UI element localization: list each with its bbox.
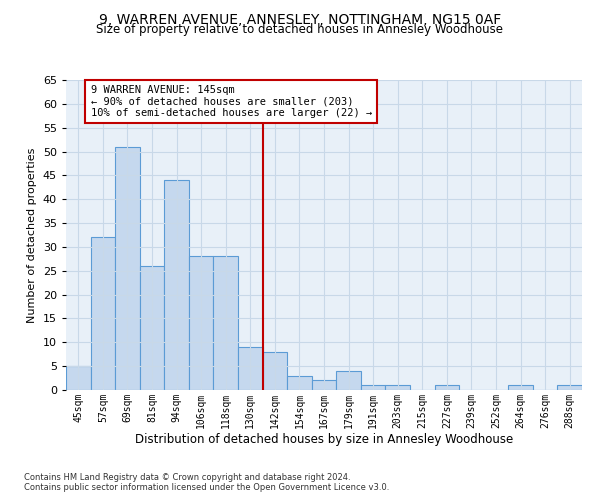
Bar [336,371,361,390]
Text: Distribution of detached houses by size in Annesley Woodhouse: Distribution of detached houses by size … [135,432,513,446]
Bar [140,266,164,390]
Bar [434,385,459,390]
Bar [557,385,582,390]
Text: 9 WARREN AVENUE: 145sqm
← 90% of detached houses are smaller (203)
10% of semi-d: 9 WARREN AVENUE: 145sqm ← 90% of detache… [91,85,372,118]
Text: Contains HM Land Registry data © Crown copyright and database right 2024.: Contains HM Land Registry data © Crown c… [24,472,350,482]
Text: Contains public sector information licensed under the Open Government Licence v3: Contains public sector information licen… [24,482,389,492]
Bar [312,380,336,390]
Bar [164,180,189,390]
Bar [385,385,410,390]
Bar [508,385,533,390]
Text: 9, WARREN AVENUE, ANNESLEY, NOTTINGHAM, NG15 0AF: 9, WARREN AVENUE, ANNESLEY, NOTTINGHAM, … [99,12,501,26]
Bar [115,147,140,390]
Bar [361,385,385,390]
Y-axis label: Number of detached properties: Number of detached properties [27,148,37,322]
Bar [189,256,214,390]
Bar [287,376,312,390]
Text: Size of property relative to detached houses in Annesley Woodhouse: Size of property relative to detached ho… [97,22,503,36]
Bar [214,256,238,390]
Bar [66,366,91,390]
Bar [263,352,287,390]
Bar [238,347,263,390]
Bar [91,238,115,390]
